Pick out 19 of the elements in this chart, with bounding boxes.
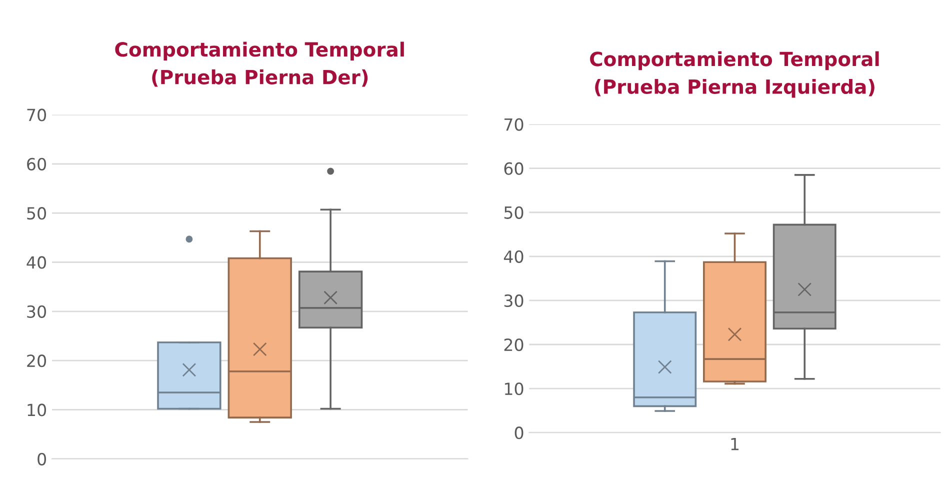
- y-tick-label: 50: [27, 207, 46, 220]
- y-tick-label: 70: [27, 108, 46, 122]
- y-tick-label: 0: [38, 452, 46, 466]
- y-tick-label: 30: [27, 305, 46, 318]
- y-tick-label: 30: [504, 294, 524, 308]
- y-tick-label: 40: [26, 256, 46, 269]
- y-tick-label: 60: [27, 158, 46, 170]
- y-tick-label: 60: [504, 162, 524, 175]
- y-tick-label: 10: [504, 382, 524, 396]
- y-tick-label: 40: [504, 250, 524, 263]
- chart-title: Comportamiento Temporal (Prueba Pierna Izquierda): [590, 51, 879, 98]
- y-tick-label: 10: [28, 404, 46, 416]
- x-tick-label: 1: [731, 438, 738, 450]
- y-tick-label: 20: [27, 354, 46, 368]
- y-tick-label: 20: [504, 338, 524, 352]
- y-tick-label: 50: [504, 206, 524, 219]
- y-tick-label: 70: [504, 118, 524, 131]
- chart-title: Comportamiento Temporal (Prueba Pierna Der): [115, 42, 404, 87]
- y-tick-label: 0: [514, 426, 524, 440]
